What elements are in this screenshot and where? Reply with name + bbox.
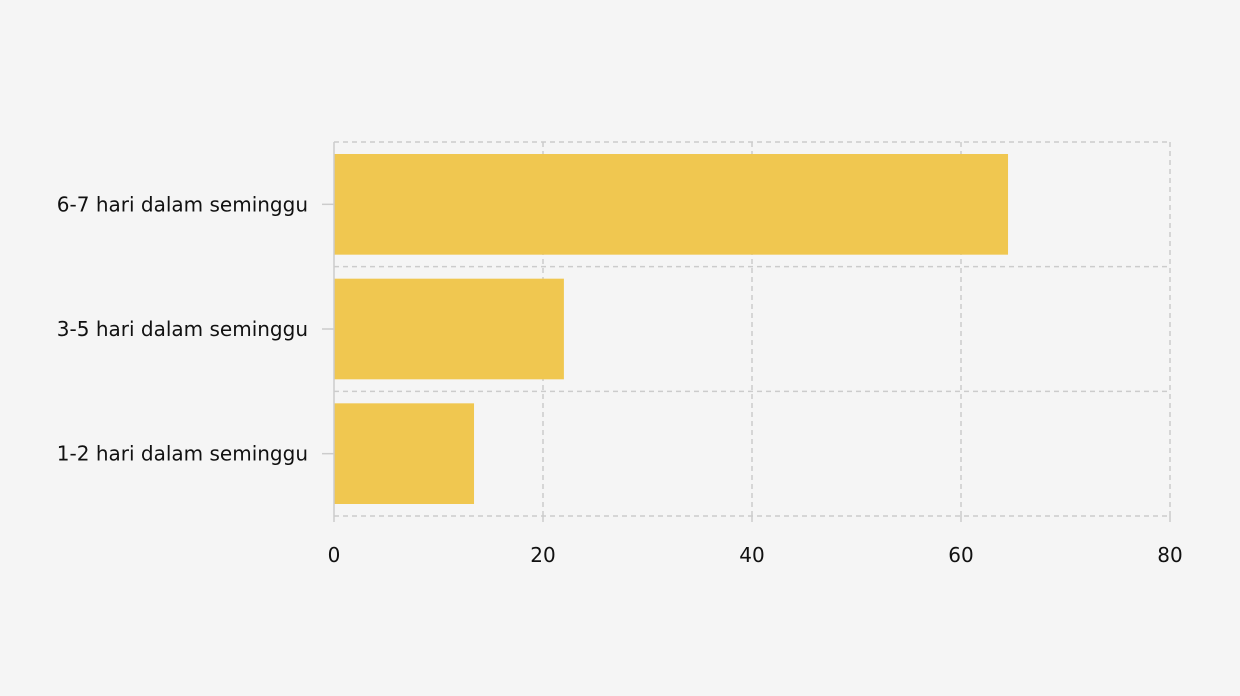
category-label: 1-2 hari dalam seminggu xyxy=(57,442,308,466)
x-tick-label: 20 xyxy=(530,543,555,567)
category-labels: 6-7 hari dalam seminggu 3-5 hari dalam se… xyxy=(57,192,308,465)
bars xyxy=(334,154,1009,504)
bar xyxy=(334,154,1009,255)
x-tick-labels: 0 20 40 60 80 xyxy=(328,543,1183,567)
x-tick-label: 0 xyxy=(328,543,341,567)
x-tick-label: 80 xyxy=(1157,543,1182,567)
bar xyxy=(334,403,475,504)
bar xyxy=(334,278,564,380)
category-label: 3-5 hari dalam seminggu xyxy=(57,317,308,341)
x-tick-label: 40 xyxy=(739,543,764,567)
x-tick-label: 60 xyxy=(948,543,973,567)
axes xyxy=(322,142,1171,522)
category-label: 6-7 hari dalam seminggu xyxy=(57,192,308,216)
